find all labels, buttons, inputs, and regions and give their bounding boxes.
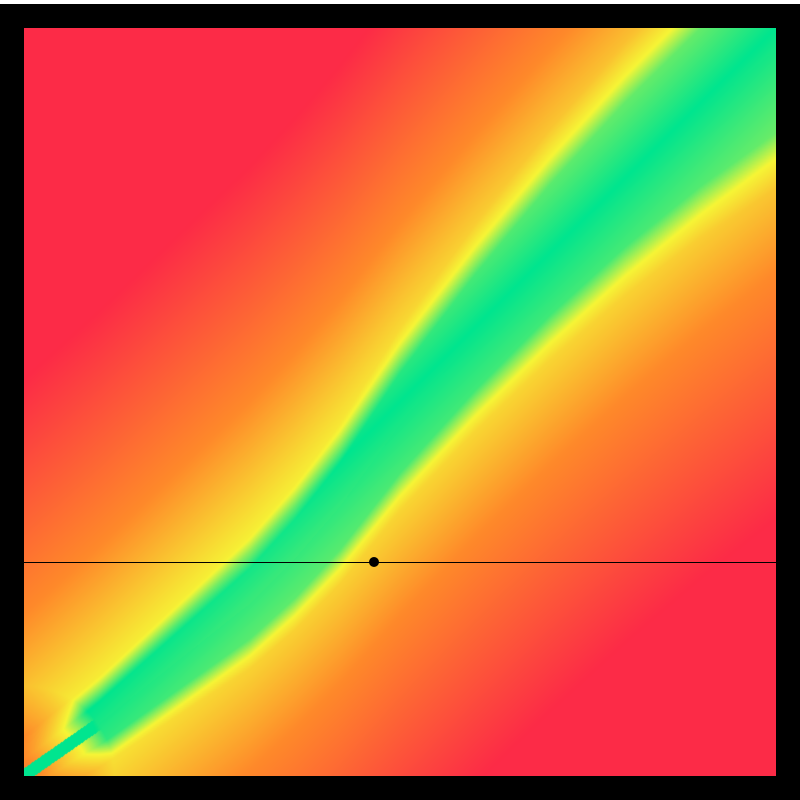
heatmap-canvas [24, 28, 776, 776]
crosshair-horizontal [24, 562, 776, 563]
plot-area [24, 28, 776, 776]
chart-container: TheBottleneck.com [0, 0, 800, 800]
data-point-marker [369, 557, 379, 567]
plot-frame [0, 4, 800, 800]
